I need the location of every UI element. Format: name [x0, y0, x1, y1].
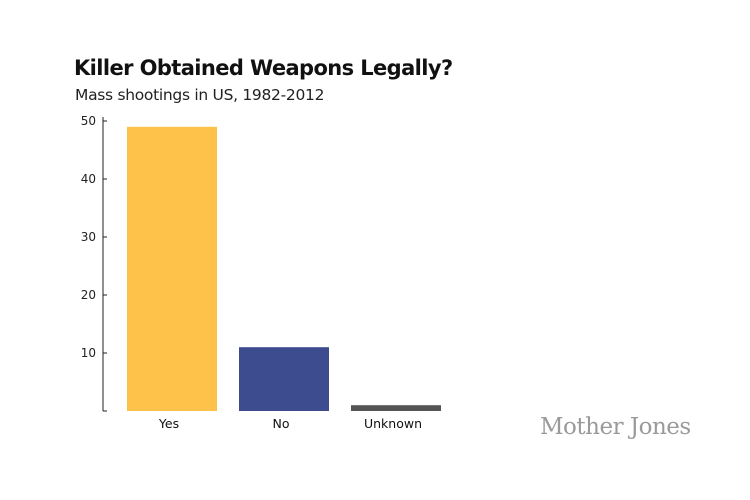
y-axis: 10 20 30 40 50	[81, 114, 107, 412]
bar-yes	[127, 126, 217, 412]
x-axis-labels: Yes No Unknown	[158, 416, 422, 431]
y-tick-label: 30	[81, 230, 96, 244]
y-tick-label: 20	[81, 288, 96, 302]
bar-no	[239, 347, 329, 411]
x-tick-label: No	[273, 416, 290, 431]
bar-unknown	[351, 405, 441, 411]
y-tick-label: 10	[81, 346, 96, 360]
y-tick-label: 50	[81, 114, 96, 128]
chart-title: Killer Obtained Weapons Legally?	[74, 56, 453, 80]
bars-group	[127, 126, 441, 412]
chart-subtitle: Mass shootings in US, 1982-2012	[75, 86, 325, 104]
x-tick-label: Yes	[158, 416, 179, 431]
x-tick-label: Unknown	[364, 416, 422, 431]
mother-jones-logo: Mother Jones	[540, 414, 691, 440]
y-tick-label: 40	[81, 172, 96, 186]
